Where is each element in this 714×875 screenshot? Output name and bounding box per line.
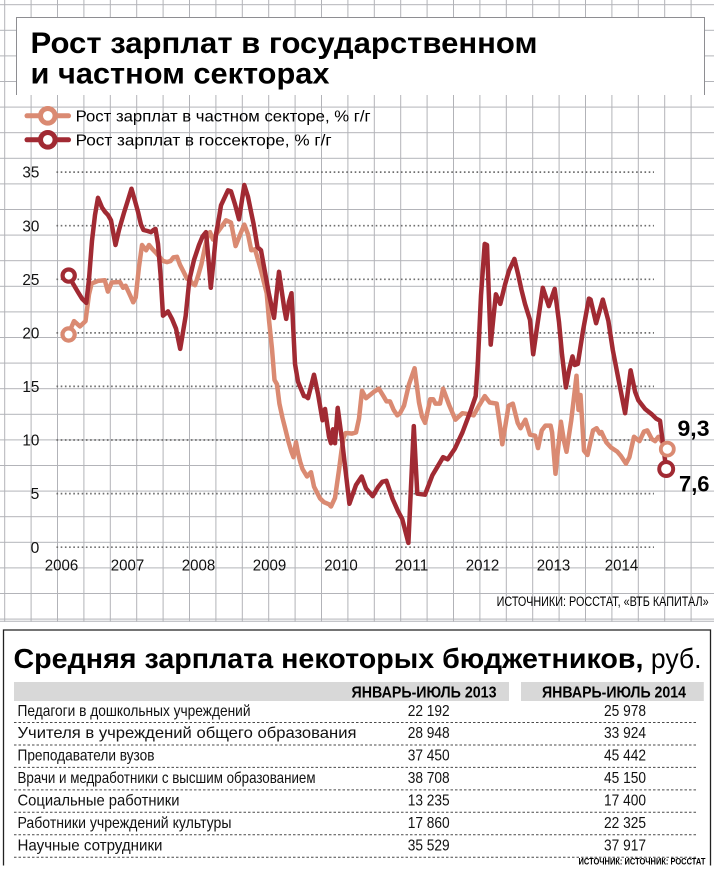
svg-text:2012: 2012 [466,558,500,575]
svg-text:ИСТОЧНИКИ: РОССТАТ, «ВТБ КАПИТ: ИСТОЧНИКИ: РОССТАТ, «ВТБ КАПИТАЛ» [497,594,709,609]
svg-text:37 917: 37 917 [604,838,646,855]
svg-text:15: 15 [22,379,39,396]
svg-text:38 708: 38 708 [408,770,450,787]
svg-text:2010: 2010 [324,558,358,575]
svg-text:Врачи и медработники с высшим: Врачи и медработники с высшим образовани… [18,770,316,787]
svg-text:Рост зарплат в частном секторе: Рост зарплат в частном секторе, % г/г [76,109,371,126]
svg-text:7,6: 7,6 [679,472,710,497]
svg-text:45 150: 45 150 [604,770,646,787]
svg-text:22 192: 22 192 [408,703,450,720]
svg-text:9,3: 9,3 [678,416,710,441]
svg-text:Преподаватели вузов: Преподаватели вузов [18,748,155,765]
svg-text:25: 25 [22,272,39,289]
svg-text:Социальные работники: Социальные работники [18,793,180,810]
svg-text:22 325: 22 325 [604,815,646,832]
svg-text:35: 35 [22,165,39,182]
svg-text:2013: 2013 [537,558,571,575]
svg-text:45 442: 45 442 [604,748,646,765]
svg-text:0: 0 [31,540,40,557]
svg-text:25 978: 25 978 [604,703,646,720]
svg-text:2014: 2014 [605,558,639,575]
svg-text:2008: 2008 [182,558,216,575]
svg-text:30: 30 [22,218,39,235]
svg-text:Педагоги в дошкольных учрежден: Педагоги в дошкольных учреждений [18,703,251,720]
svg-text:ИСТОЧНИК: ИСТОЧНИК: РОССТАТ: ИСТОЧНИК: ИСТОЧНИК: РОССТАТ [579,857,706,867]
svg-text:2006: 2006 [45,558,79,575]
svg-text:33 924: 33 924 [604,725,646,742]
svg-text:2009: 2009 [253,558,287,575]
svg-text:и частном секторах: и частном секторах [31,58,331,91]
svg-text:37 450: 37 450 [408,748,450,765]
svg-text:17 860: 17 860 [408,815,450,832]
svg-text:20: 20 [22,326,39,343]
svg-text:Рост зарплат в госсекторе, % г: Рост зарплат в госсекторе, % г/г [76,133,332,150]
svg-text:Научные сотрудники: Научные сотрудники [18,838,163,855]
svg-text:13 235: 13 235 [408,793,450,810]
svg-text:10: 10 [22,433,39,450]
svg-text:17 400: 17 400 [604,793,646,810]
svg-text:ЯНВАРЬ-ИЮЛЬ 2014: ЯНВАРЬ-ИЮЛЬ 2014 [542,685,686,702]
svg-text:2011: 2011 [395,558,429,575]
svg-text:2007: 2007 [111,558,145,575]
svg-text:Средняя зарплата некоторых бюд: Средняя зарплата некоторых бюджетников, … [14,643,702,674]
svg-text:5: 5 [31,486,40,503]
svg-text:ЯНВАРЬ-ИЮЛЬ 2013: ЯНВАРЬ-ИЮЛЬ 2013 [352,685,497,702]
svg-text:Рост зарплат в государственном: Рост зарплат в государственном [31,27,538,60]
svg-text:28 948: 28 948 [408,725,450,742]
svg-text:Работники учреждений культуры: Работники учреждений культуры [18,815,232,832]
svg-text:35 529: 35 529 [408,838,450,855]
svg-text:Учителя в учреждений общего об: Учителя в учреждений общего образования [18,725,357,742]
